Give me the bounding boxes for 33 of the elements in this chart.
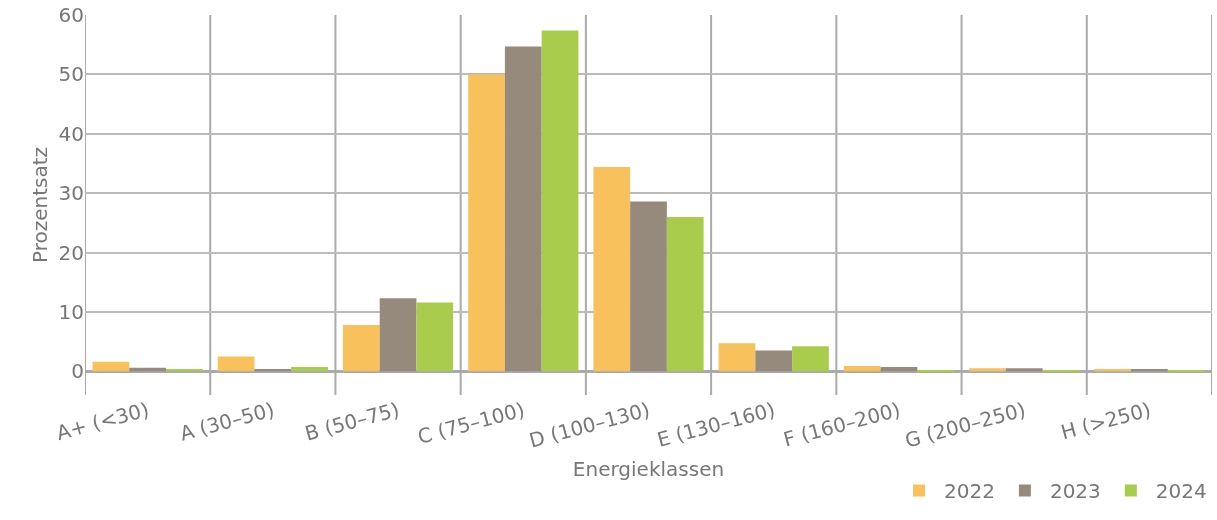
bar xyxy=(416,302,454,372)
bar xyxy=(291,367,328,372)
y-tick-label: 10 xyxy=(58,299,84,324)
x-tick-label: H (>250) xyxy=(1058,397,1154,445)
x-tick-label: A+ (<30) xyxy=(53,397,152,445)
y-tick-label: 50 xyxy=(58,62,84,87)
y-tick-label: 20 xyxy=(58,240,84,265)
bar xyxy=(755,350,793,372)
bar xyxy=(541,30,579,372)
y-tick-label: 40 xyxy=(58,121,84,146)
legend-label: 2023 xyxy=(1049,479,1101,504)
bar xyxy=(342,324,380,372)
bar xyxy=(504,46,542,372)
bar xyxy=(792,346,829,372)
bar xyxy=(468,74,505,372)
bar xyxy=(217,356,255,372)
legend-label: 2024 xyxy=(1155,479,1207,504)
x-axis-title: Energieklassen xyxy=(572,457,725,482)
y-tick-label: 0 xyxy=(71,359,84,384)
bar xyxy=(666,216,704,372)
bar xyxy=(593,167,631,372)
bar xyxy=(379,298,417,372)
bar xyxy=(92,361,130,372)
y-tick-label: 30 xyxy=(58,181,84,206)
bar xyxy=(843,365,881,372)
bar xyxy=(969,368,1006,372)
bar xyxy=(718,343,756,372)
legend-label: 2022 xyxy=(944,479,995,504)
bar xyxy=(1005,368,1043,372)
bar xyxy=(880,367,918,372)
bar xyxy=(630,201,667,372)
y-tick-label: 60 xyxy=(58,3,84,27)
y-axis-title: Prozentsatz xyxy=(28,146,53,264)
